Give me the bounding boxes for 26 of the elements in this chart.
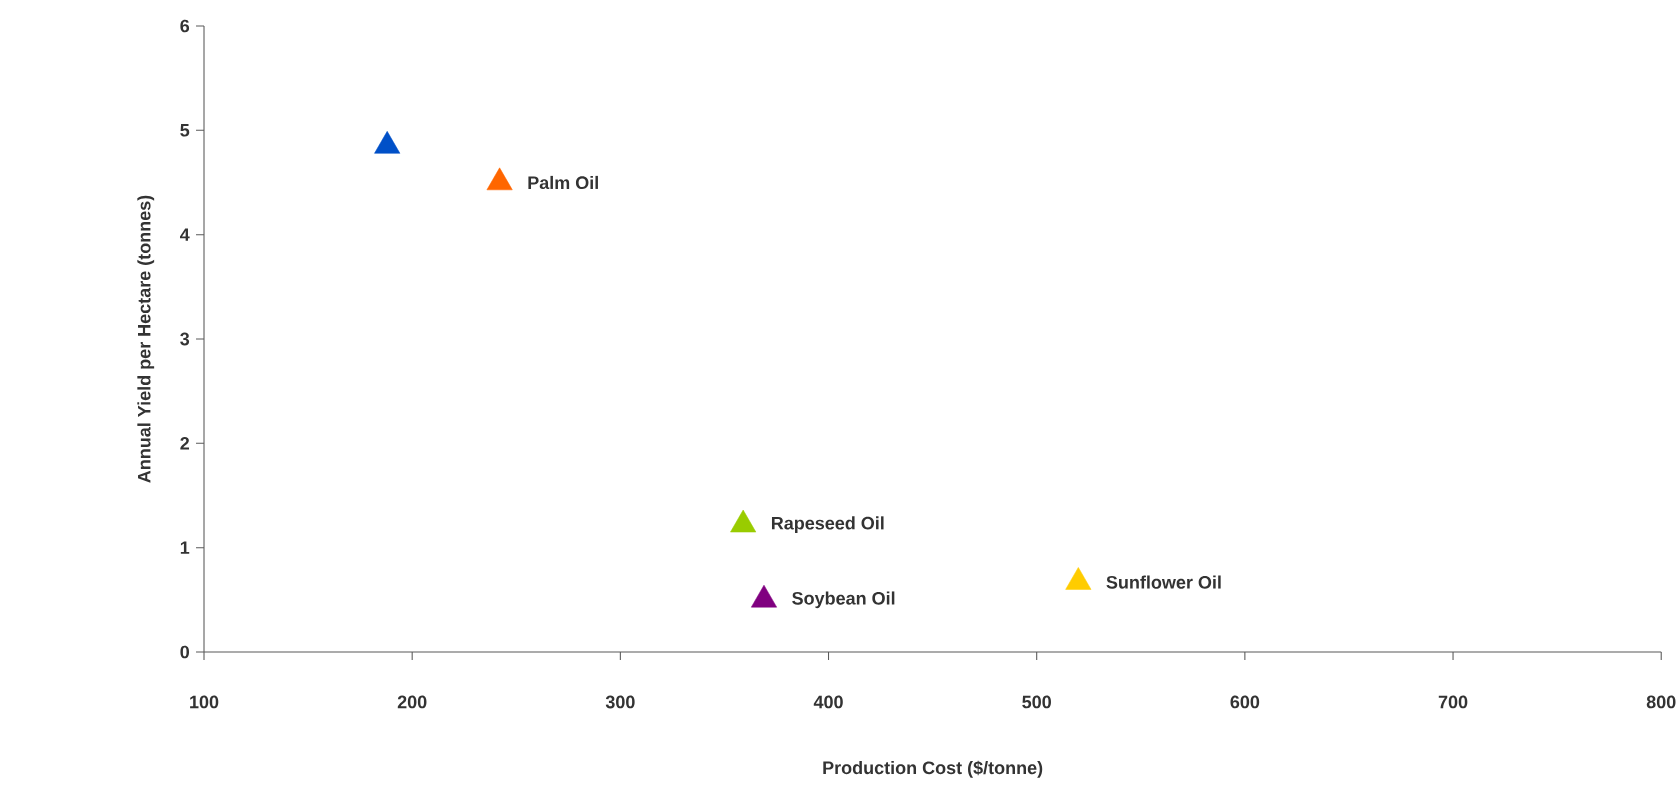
x-tick-label: 400 [813,695,843,709]
series-label: Soybean Oil [792,591,895,609]
x-tick-label: 200 [397,695,427,709]
x-tick-label: 700 [1438,695,1468,709]
y-tick-label: 5 [180,124,190,137]
x-axis-title: Production Cost ($/tonne) [823,760,1043,778]
y-axis-title: Annual Yield per Hectare (tonnes) [137,195,155,483]
series-label: Rapeseed Oil [771,516,884,534]
point [730,509,757,533]
y-tick-label: 4 [180,228,190,241]
point [374,131,401,154]
y-tick-label: 3 [180,332,190,346]
series-label: Sunflower Oil [1106,575,1221,589]
x-tick-label: 100 [190,695,219,709]
series-label: Palm Oil [528,175,598,190]
y-tick-label: 1 [180,541,190,554]
point [1065,567,1092,590]
x-tick-label: 300 [605,695,635,709]
y-tick-label: 0 [180,645,190,659]
point [486,167,513,191]
point [751,584,777,608]
y-tick-label: 6 [180,19,190,33]
x-tick-label: 800 [1646,695,1676,709]
x-tick-label: 500 [1022,695,1051,709]
y-tick-label: 2 [180,437,190,450]
x-tick-label: 600 [1230,695,1260,709]
